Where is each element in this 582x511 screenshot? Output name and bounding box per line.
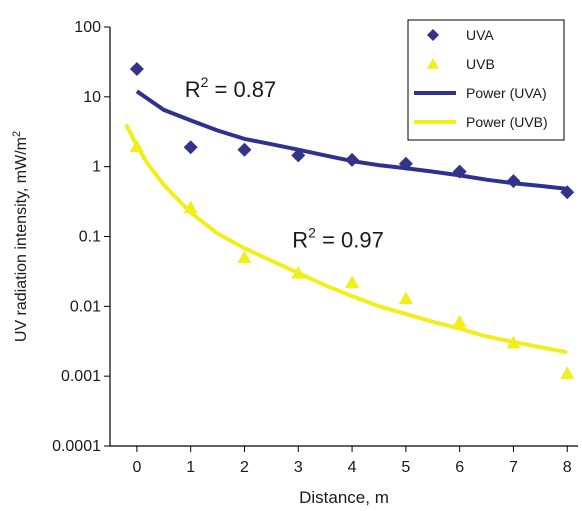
y-axis-label-superscript: 2 [11,131,23,137]
point-uvb [237,250,252,264]
point-uva [183,140,198,155]
point-uvb [129,139,144,153]
point-uva [398,156,413,171]
r-squared-sup: 2 [308,224,316,240]
legend-label: UVA [466,27,494,43]
point-uvb [560,366,575,379]
point-uva [452,164,467,179]
x-tick-label: 1 [186,459,195,476]
point-uvb [452,314,467,328]
y-axis-label: UV radiation intensity, mW/m2 [11,131,30,342]
point-uvb [506,335,521,349]
point-uvb [183,200,198,214]
legend-label: Power (UVA) [466,85,547,101]
point-uva [237,142,252,157]
legend-label: UVB [466,56,495,72]
point-uva [560,185,575,200]
r-squared-value: = 0.87 [208,77,276,102]
legend-label: Power (UVB) [466,114,548,130]
x-tick-label: 3 [294,459,303,476]
r-squared-base: R [292,227,308,252]
y-tick-label: 0.0001 [52,438,101,455]
x-tick-label: 0 [132,459,141,476]
legend-swatch-uvb [427,58,439,69]
x-tick-label: 5 [401,459,410,476]
x-tick-label: 8 [563,459,572,476]
y-tick-label: 0.1 [79,229,101,246]
x-tick-label: 7 [509,459,518,476]
x-ticks: 0 1 2 3 4 5 6 7 8 [132,446,572,476]
point-uvb [291,266,306,279]
x-tick-label: 6 [455,459,464,476]
point-uvb [398,291,413,304]
y-tick-label: 1 [92,159,101,176]
point-uva [291,148,306,163]
point-uvb [345,275,360,289]
point-uva [129,62,144,77]
y-tick-label: 0.01 [70,298,101,315]
point-uva [506,174,521,189]
x-tick-label: 2 [240,459,249,476]
y-tick-label: 100 [74,19,101,36]
x-tick-label: 4 [348,459,357,476]
r-squared-label: R2 = 0.97 [292,224,384,252]
data-points [129,62,575,379]
r-squared-label: R2 = 0.87 [185,74,277,102]
legend-swatch-uva [427,29,439,41]
r-squared-sup: 2 [201,74,209,90]
x-axis-label: Distance, m [299,488,389,507]
r-squared-base: R [185,77,201,102]
y-tick-label: 10 [83,89,101,106]
y-axis-label-text: UV radiation intensity, mW/m [13,137,30,342]
legend: UVA UVB Power (UVA) Power (UVB) [407,19,565,141]
r-squared-value: = 0.97 [316,227,384,252]
y-tick-label: 0.001 [61,368,101,385]
trendline-uvb [124,123,568,355]
y-ticks: 0.0001 0.001 0.01 0.1 1 10 100 [52,19,110,455]
point-uva [345,152,360,167]
